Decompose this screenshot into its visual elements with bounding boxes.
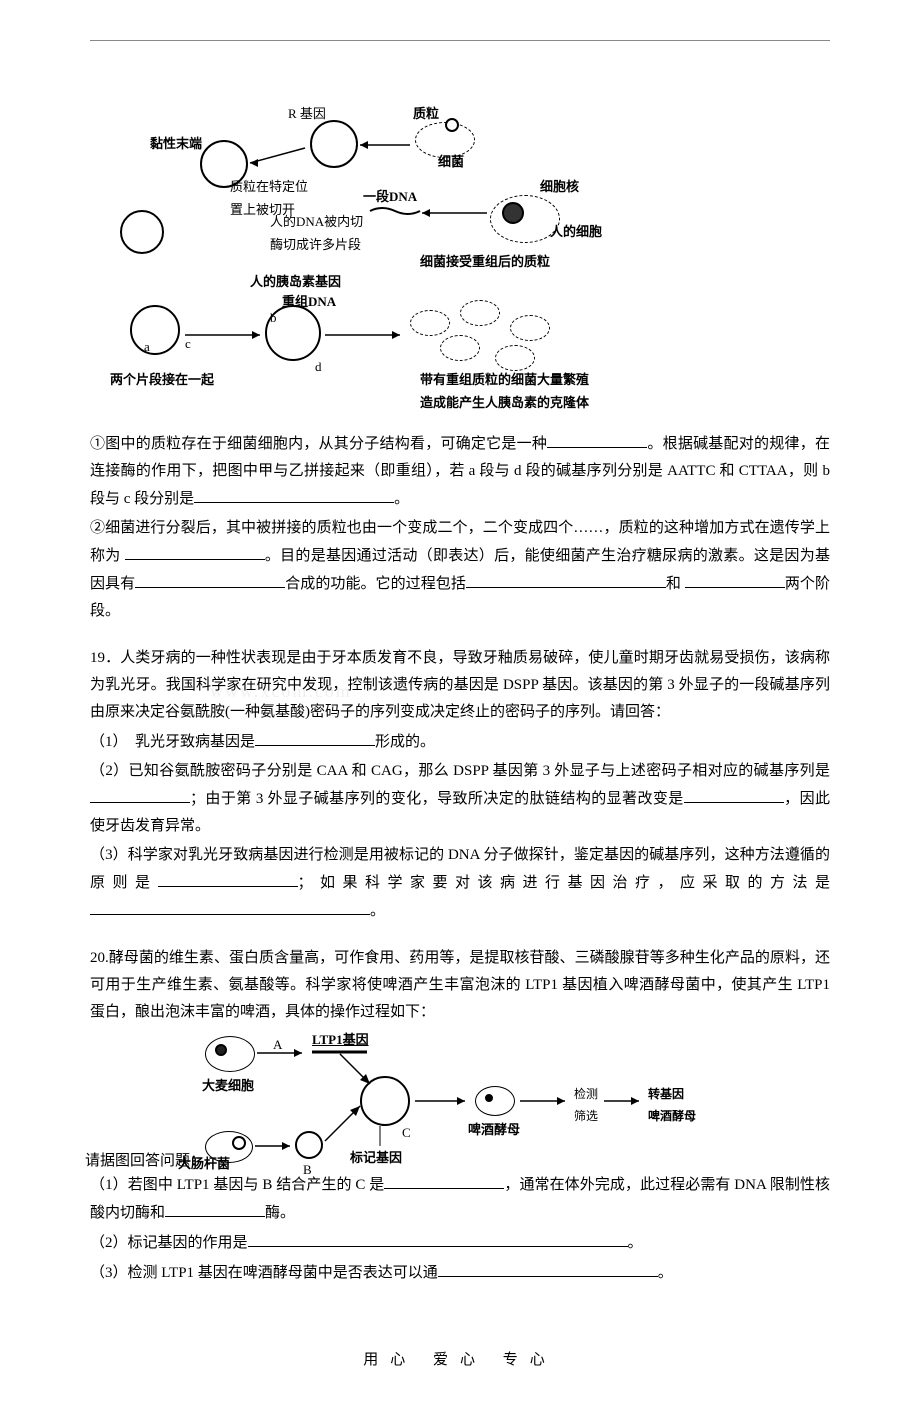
q18-2-mid3: 和	[666, 576, 685, 592]
q19-1: （1） 乳光牙致病基因是 形成的。	[90, 728, 830, 756]
d2-yeast	[475, 1086, 515, 1116]
arrow-bottom	[185, 330, 265, 350]
label-two-joined: 两个片段接在一起	[110, 368, 214, 391]
blank-1	[547, 430, 647, 448]
label-b: b	[270, 306, 277, 329]
top-divider	[90, 40, 830, 41]
label-rgene: R 基因	[288, 102, 326, 125]
clone-2	[460, 300, 500, 326]
q20-prompt: 请据图回答问题：	[85, 1148, 205, 1175]
blank-10	[158, 869, 298, 887]
d2-transgenic: 转基因 啤酒酵母	[648, 1084, 696, 1127]
d2-barley-inner	[215, 1044, 227, 1056]
blank-12	[384, 1171, 504, 1189]
d2-yeast-dot	[485, 1094, 493, 1102]
blank-8	[90, 785, 190, 803]
q20-2-end: 。	[628, 1235, 643, 1251]
node-bottom-left	[130, 305, 180, 355]
d2-barley	[205, 1036, 255, 1072]
q18-2-mid2: 合成的功能。它的过程包括	[285, 576, 466, 592]
q20-1: （1）若图中 LTP1 基因与 B 结合产生的 C 是，通常在体外完成，此过程必…	[90, 1171, 830, 1227]
d2-join1	[340, 1054, 380, 1094]
node-left1	[120, 210, 164, 254]
label-clone-result: 带有重组质粒的细菌大量繁殖 造成能产生人胰岛素的克隆体	[420, 368, 589, 415]
d2-C: C	[402, 1121, 411, 1144]
q19-1-post: 形成的。	[375, 734, 435, 750]
page-footer: 用心 爱心 专心	[90, 1347, 830, 1374]
label-a: a	[144, 335, 150, 358]
label-human-dna-cut: 人的DNA被内切 酶切成许多片段	[270, 210, 363, 257]
arrow-cell	[422, 208, 492, 228]
diagram-ltp1: A LTP1基因 大麦细胞 大肠杆菌 B C 标记基因 啤酒酵母 检测 筛选 转…	[90, 1036, 830, 1166]
arrow-bottom2	[325, 330, 405, 350]
question-19: www.xcom.com 19．人类牙病的一种性状表现是由于牙本质发育不良，导致…	[90, 645, 830, 925]
q19-3-end: 。	[370, 903, 385, 919]
q20-2-pre: （2）标记基因的作用是	[90, 1235, 248, 1251]
blank-2	[194, 485, 394, 503]
question-18: ①图中的质粒存在于细菌细胞内，从其分子结构看，可确定它是一种。根据碱基配对的规律…	[90, 430, 830, 625]
q20-3-end: 。	[658, 1265, 673, 1281]
d2-yeast-label: 啤酒酵母	[468, 1118, 520, 1141]
clone-1	[410, 310, 450, 336]
d2-ecoli-plasmid	[232, 1136, 246, 1150]
d2-detect: 检测 筛选	[574, 1084, 598, 1127]
blank-4	[135, 570, 285, 588]
q20-3: （3）检测 LTP1 基因在啤酒酵母菌中是否表达可以通 。	[90, 1259, 830, 1287]
clone-3	[510, 315, 550, 341]
arrow2	[360, 140, 415, 160]
node-plasmid-small	[445, 118, 459, 132]
label-plasmid: 质粒	[413, 102, 439, 125]
q20-1-end: 酶。	[265, 1205, 295, 1221]
label-bacteria: 细菌	[438, 150, 464, 173]
blank-13	[165, 1199, 265, 1217]
q19-3-mid: ；如果科学家要对该病进行基因治疗，应采取的方法是	[298, 875, 830, 891]
q20-2: （2）标记基因的作用是 。	[90, 1229, 830, 1257]
q20-3-pre: （3）检测 LTP1 基因在啤酒酵母菌中是否表达可以通	[90, 1265, 438, 1281]
d2-B: B	[303, 1158, 312, 1181]
label-bacteria-recomb: 细菌接受重组后的质粒	[420, 250, 550, 273]
blank-15	[438, 1259, 658, 1277]
blank-7	[255, 728, 375, 746]
d2-arrow-yeast	[415, 1096, 470, 1110]
d2-arrow-detect	[520, 1096, 570, 1110]
d2-join2	[325, 1106, 365, 1146]
node-left2	[168, 208, 212, 252]
blank-9	[684, 785, 784, 803]
d2-arrow-B	[255, 1141, 295, 1155]
q19-2-pre: （2）已知谷氨酰胺密码子分别是 CAA 和 CAG，那么 DSPP 基因第 3 …	[90, 763, 830, 779]
label-d: d	[315, 355, 322, 378]
blank-5	[466, 570, 666, 588]
q18-part2: ②细菌进行分裂后，其中被拼接的质粒也由一个变成二个，二个变成四个……，质粒的这种…	[90, 515, 830, 625]
q19-3: （3）科学家对乳光牙致病基因进行检测是用被标记的 DNA 分子做探针，鉴定基因的…	[90, 842, 830, 925]
question-20: 20.酵母菌的维生素、蛋白质含量高，可作食用、药用等，是提取核苷酸、三磷酸腺苷等…	[90, 945, 830, 1287]
blank-14	[248, 1229, 628, 1247]
label-human-cell: 人的细胞	[550, 220, 602, 243]
d2-barley-label: 大麦细胞	[202, 1074, 254, 1097]
q19-2-mid: ；由于第 3 外显子碱基序列的变化，导致所决定的肽链结构的显著改变是	[190, 791, 684, 807]
d2-A: A	[273, 1033, 282, 1056]
label-recomb-dna: 重组DNA	[282, 290, 336, 313]
label-sticky-end: 黏性末端	[150, 132, 202, 155]
clone-4	[440, 335, 480, 361]
node-rgene-plasmid	[310, 120, 358, 168]
q18-part1: ①图中的质粒存在于细菌细胞内，从其分子结构看，可确定它是一种。根据碱基配对的规律…	[90, 430, 830, 513]
q18-1-end: 。	[394, 491, 409, 507]
d2-arrow-final	[604, 1096, 644, 1110]
diagram-gene-engineering: R 基因 质粒 细菌 黏性末端 质粒在特定位 置上被切开 人的DNA被内切 酶切…	[110, 120, 810, 410]
q20-1-pre: （1）若图中 LTP1 基因与 B 结合产生的 C 是	[90, 1177, 384, 1193]
dna-segment-line	[370, 205, 420, 217]
blank-3	[125, 542, 265, 560]
d2-marker-line	[370, 1126, 390, 1151]
blank-6	[685, 570, 785, 588]
node-nucleus	[502, 202, 524, 224]
blank-11	[90, 897, 370, 915]
q19-1-pre: （1） 乳光牙致病基因是	[90, 734, 255, 750]
d2-B-plasmid	[295, 1131, 323, 1159]
q20-intro: 20.酵母菌的维生素、蛋白质含量高，可作食用、药用等，是提取核苷酸、三磷酸腺苷等…	[90, 945, 830, 1026]
label-nucleus: 细胞核	[540, 175, 579, 198]
q18-1-pre: ①图中的质粒存在于细菌细胞内，从其分子结构看，可确定它是一种	[90, 436, 547, 452]
q19-2: （2）已知谷氨酰胺密码子分别是 CAA 和 CAG，那么 DSPP 基因第 3 …	[90, 758, 830, 840]
q19-intro: 19．人类牙病的一种性状表现是由于牙本质发育不良，导致牙釉质易破碎，使儿童时期牙…	[90, 645, 830, 726]
